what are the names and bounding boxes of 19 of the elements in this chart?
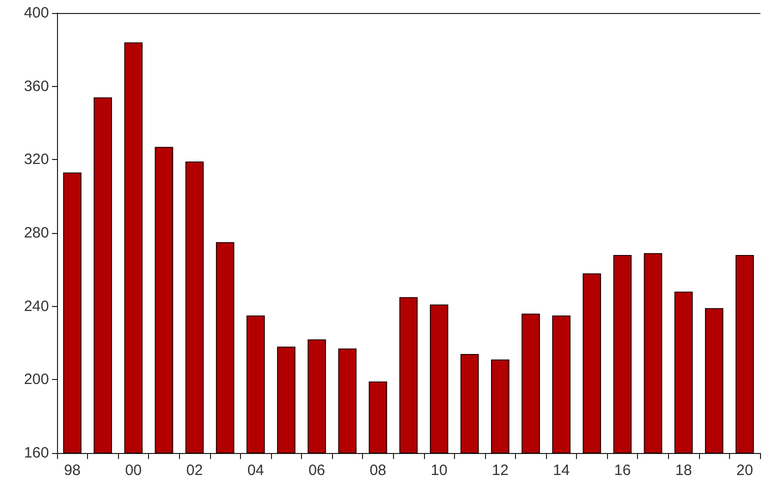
y-tick-label: 320	[24, 151, 49, 168]
x-tick-label: 06	[308, 462, 326, 479]
y-tick-label: 360	[24, 78, 49, 95]
x-tick-label: 98	[64, 462, 81, 479]
x-tick-label: 12	[492, 462, 509, 479]
x-tick-label: 00	[125, 462, 142, 479]
x-tick-label: 04	[247, 462, 264, 479]
x-tick-label: 08	[370, 462, 386, 479]
x-tick-label: 18	[675, 462, 692, 479]
y-tick-label: 280	[24, 224, 49, 242]
x-tick-label: 10	[430, 462, 448, 479]
y-tick-label: 240	[24, 298, 49, 315]
x-tick-label: 14	[552, 462, 570, 479]
y-tick-label: 200	[24, 371, 49, 388]
x-tick-label: 16	[614, 462, 631, 479]
x-tick-label: 02	[186, 462, 203, 479]
y-tick-label: 400	[24, 4, 49, 22]
x-tick-label: 20	[736, 462, 754, 479]
y-tick-label: 160	[24, 444, 49, 462]
